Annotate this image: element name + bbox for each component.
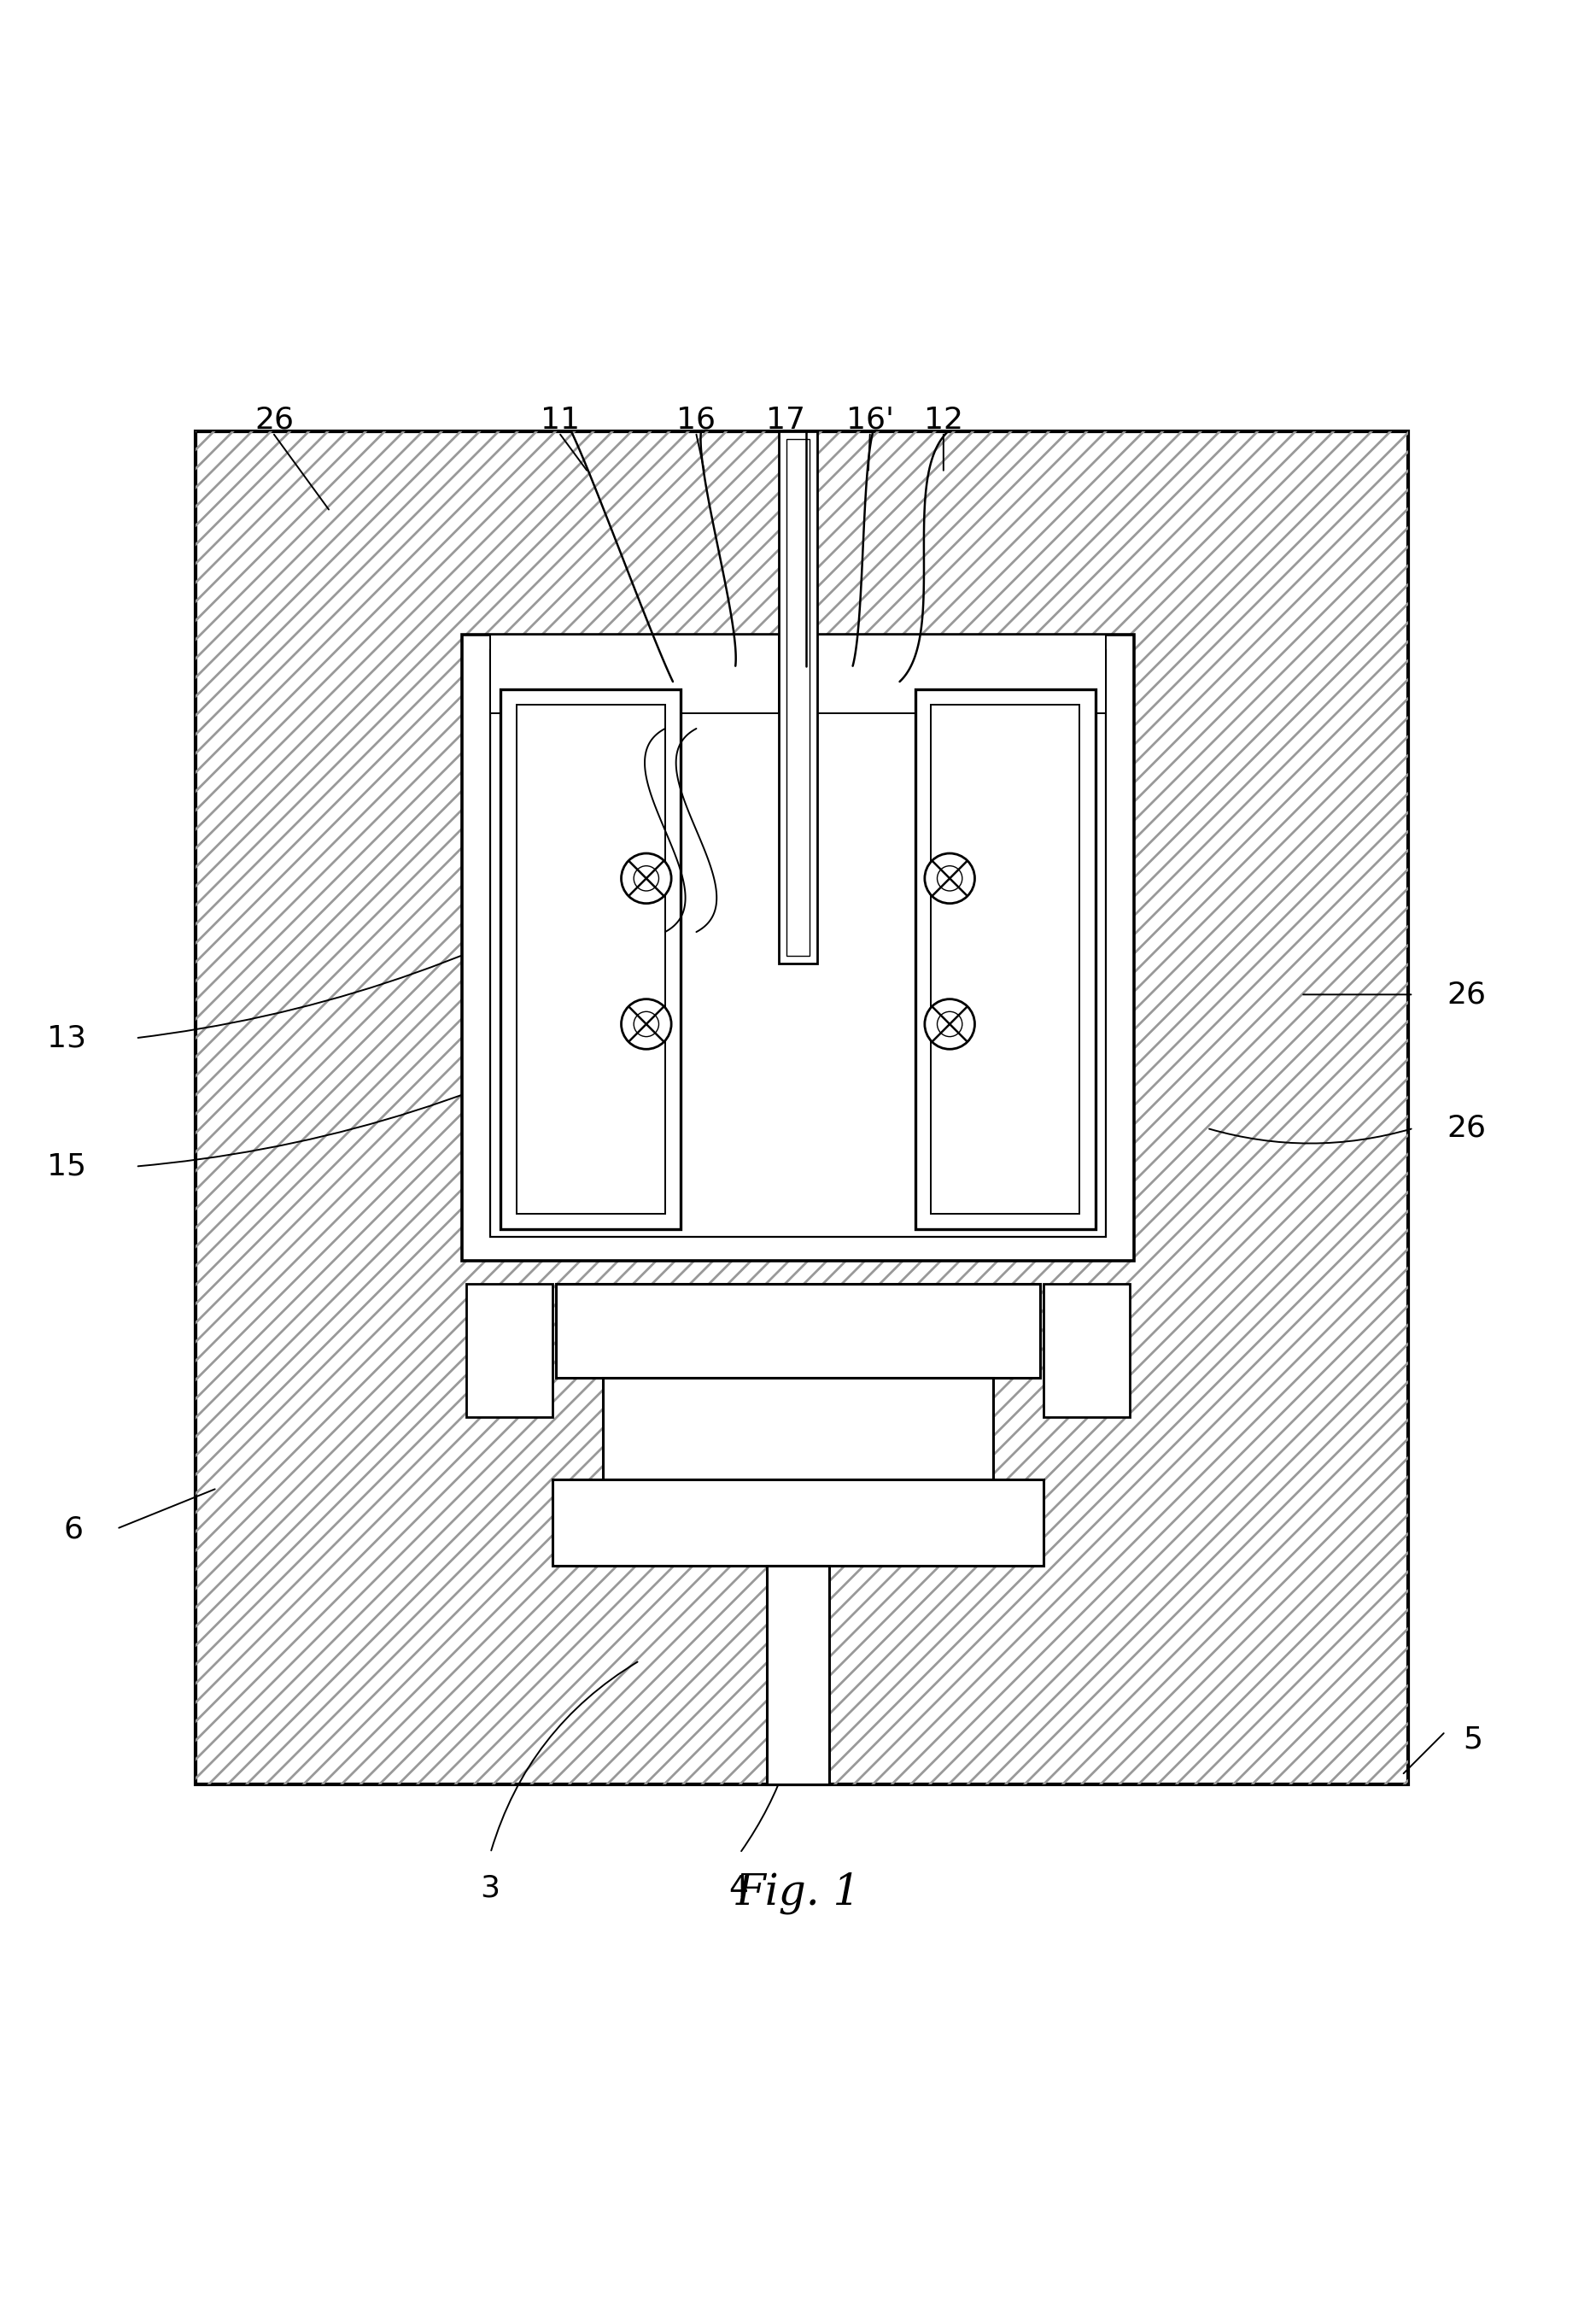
Bar	[490, 651, 1106, 1236]
Bar	[461, 635, 1135, 1261]
Bar	[196, 430, 1408, 1784]
Text: 16: 16	[677, 405, 717, 435]
Text: 6: 6	[64, 1515, 83, 1545]
Bar	[766, 1565, 830, 1784]
Text: 11: 11	[541, 405, 579, 435]
Bar	[817, 635, 1106, 714]
Text: 26: 26	[1448, 1112, 1486, 1142]
Bar	[915, 691, 1095, 1229]
Circle shape	[924, 999, 975, 1050]
Text: 26: 26	[1448, 981, 1486, 1008]
Bar	[603, 1379, 993, 1480]
Bar	[779, 430, 817, 962]
Text: 16': 16'	[846, 405, 894, 435]
Circle shape	[621, 999, 672, 1050]
Bar	[776, 1565, 820, 1779]
Bar	[552, 1480, 1044, 1565]
Bar	[555, 1285, 1041, 1379]
Bar	[517, 704, 666, 1213]
Bar	[555, 1285, 1041, 1379]
Bar	[196, 430, 1408, 1784]
Text: 13: 13	[46, 1024, 86, 1052]
Bar	[1044, 1285, 1130, 1418]
Text: 15: 15	[46, 1151, 86, 1181]
Text: 12: 12	[924, 405, 962, 435]
Bar	[787, 440, 809, 955]
Bar	[490, 635, 779, 714]
Text: 26: 26	[254, 405, 294, 435]
Bar	[603, 1379, 993, 1480]
Bar	[552, 1480, 1044, 1565]
Circle shape	[621, 854, 672, 902]
Circle shape	[924, 854, 975, 902]
Bar	[461, 635, 1135, 1261]
Bar	[466, 1285, 552, 1418]
Text: 17: 17	[766, 405, 804, 435]
Text: 4: 4	[729, 1874, 749, 1904]
Text: 3: 3	[480, 1874, 500, 1904]
Bar	[501, 691, 681, 1229]
Text: Fig. 1: Fig. 1	[736, 1872, 860, 1915]
Bar	[501, 691, 681, 1229]
Bar	[490, 635, 779, 714]
Bar	[930, 704, 1079, 1213]
Text: 5: 5	[1464, 1724, 1483, 1754]
Bar	[817, 635, 1106, 714]
Bar	[915, 691, 1095, 1229]
